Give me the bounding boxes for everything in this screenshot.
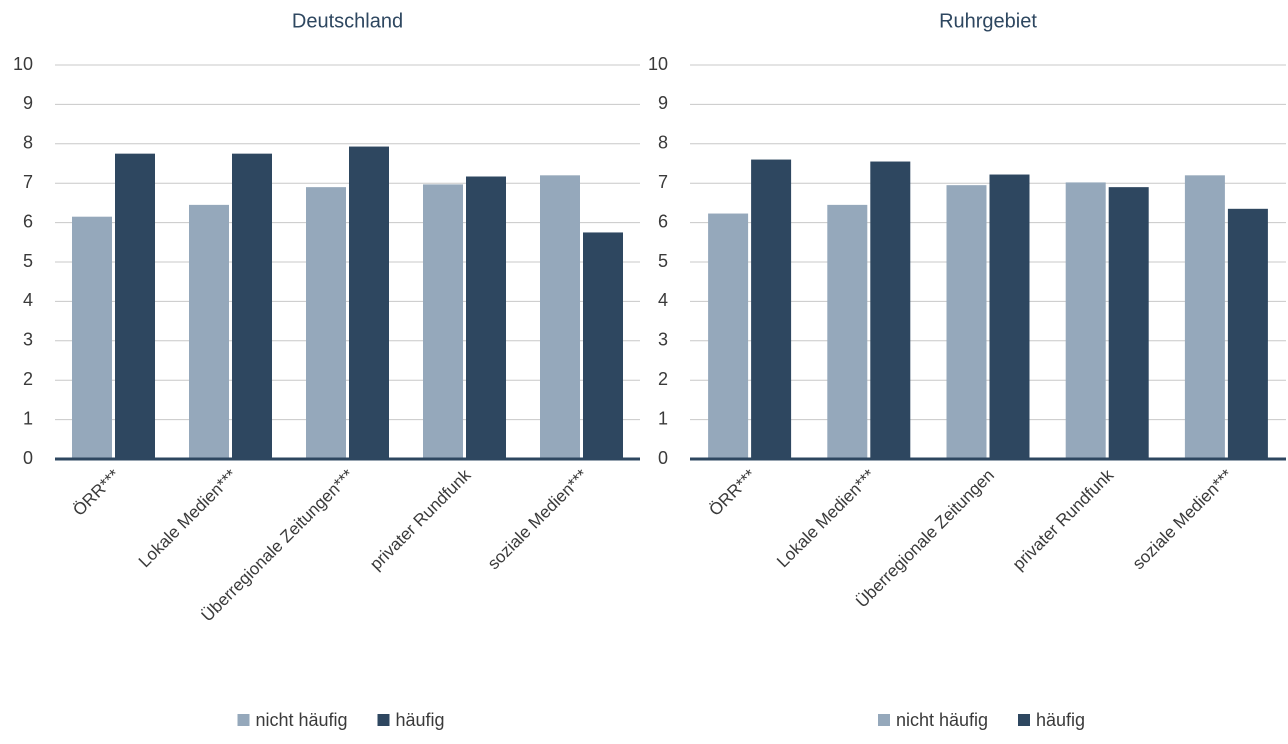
bar <box>466 176 506 459</box>
legend-swatch <box>1018 714 1030 726</box>
x-tick-label: privater Rundfunk <box>1009 465 1118 574</box>
chart-title: Ruhrgebiet <box>939 10 1037 32</box>
y-tick-label: 4 <box>23 290 33 310</box>
bar <box>708 213 749 459</box>
bar <box>423 184 463 459</box>
bar <box>583 232 623 459</box>
y-tick-label: 1 <box>658 408 668 428</box>
y-tick-label: 3 <box>658 330 668 350</box>
y-tick-label: 6 <box>658 211 668 231</box>
y-tick-label: 3 <box>23 330 33 350</box>
x-tick-label: Lokale Medien*** <box>773 465 879 571</box>
x-tick-label: soziale Medien*** <box>1129 465 1237 573</box>
legend-label: nicht häufig <box>896 710 988 730</box>
bar <box>989 174 1030 460</box>
legend-swatch <box>377 714 390 726</box>
legend-swatch <box>878 714 890 726</box>
y-tick-label: 9 <box>658 93 668 113</box>
bar <box>1184 175 1225 459</box>
bar <box>870 161 911 459</box>
y-tick-label: 0 <box>23 448 33 468</box>
bar <box>232 153 272 459</box>
bar <box>1108 187 1149 459</box>
legend-label: häufig <box>1036 710 1085 730</box>
x-tick-label: Lokale Medien*** <box>135 465 241 571</box>
bar <box>189 204 229 459</box>
bar <box>1065 182 1106 460</box>
y-tick-label: 6 <box>23 211 33 231</box>
y-tick-label: 9 <box>23 93 33 113</box>
bar <box>946 185 987 460</box>
y-tick-label: 2 <box>658 369 668 389</box>
y-tick-label: 10 <box>13 54 33 74</box>
bar <box>1227 208 1268 459</box>
legend-label: häufig <box>396 710 445 730</box>
chart-title: Deutschland <box>292 10 403 32</box>
y-tick-label: 8 <box>658 133 668 153</box>
bar <box>349 146 389 460</box>
y-tick-label: 5 <box>658 251 668 271</box>
legend-swatch <box>237 714 250 726</box>
x-tick-label: ÖRR*** <box>705 465 759 519</box>
y-tick-label: 10 <box>648 54 668 74</box>
y-tick-label: 1 <box>23 408 33 428</box>
y-tick-label: 4 <box>658 290 668 310</box>
bar <box>115 153 155 459</box>
y-tick-label: 8 <box>23 133 33 153</box>
x-tick-label: ÖRR*** <box>69 465 123 519</box>
bar <box>540 175 580 459</box>
legend-label: nicht häufig <box>256 710 348 730</box>
y-tick-label: 5 <box>23 251 33 271</box>
x-tick-label: privater Rundfunk <box>366 465 475 574</box>
bar <box>306 187 346 459</box>
y-tick-label: 0 <box>658 448 668 468</box>
bar <box>827 204 868 459</box>
bar <box>751 159 792 459</box>
bar <box>72 216 112 459</box>
y-tick-label: 2 <box>23 369 33 389</box>
y-tick-label: 7 <box>658 172 668 192</box>
y-tick-label: 7 <box>23 172 33 192</box>
x-tick-label: soziale Medien*** <box>484 465 592 573</box>
x-tick-label: Überregionale Zeitungen <box>852 466 998 612</box>
